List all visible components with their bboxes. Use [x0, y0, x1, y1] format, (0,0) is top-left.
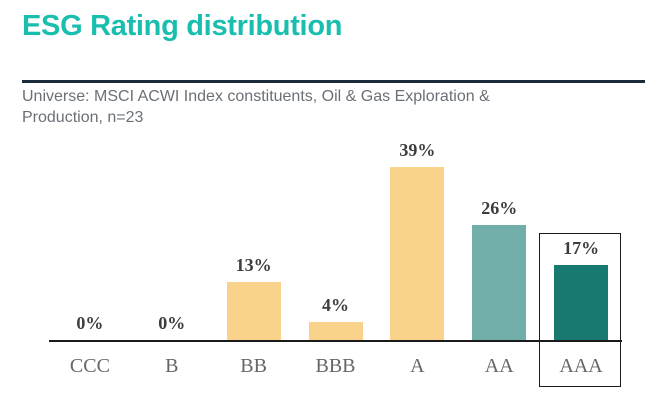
bar-column-aaa: 17% [540, 140, 622, 340]
subtitle-line-2: Production, n=23 [22, 109, 144, 126]
bar-aa [472, 224, 527, 340]
value-label-b: 0% [158, 313, 186, 333]
category-label-a: A [410, 355, 425, 377]
bar-column-bbb: 4% [295, 140, 377, 340]
category-row: CCC B BB BBB A AA AAA [49, 342, 622, 378]
bar-bbb [308, 322, 363, 340]
bar-column-ccc: 0% [49, 140, 131, 340]
page-title: ESG Rating distribution [22, 10, 343, 42]
bar-column-aa: 26% [458, 140, 540, 340]
category-label-b: B [165, 355, 179, 377]
bars-row: 0% 0% 13% 4% 39% 26% 17% [49, 140, 622, 342]
bar-column-b: 0% [131, 140, 213, 340]
value-label-aaa: 17% [563, 237, 600, 258]
bar-a [390, 167, 445, 340]
value-label-bbb: 4% [322, 295, 349, 316]
bar-column-bb: 13% [213, 140, 295, 340]
category-label-ccc: CCC [69, 355, 110, 377]
bar-aaa [554, 264, 609, 340]
bar-chart: 0% 0% 13% 4% 39% 26% 17% CCC B BB BBB A AA AAA [49, 140, 622, 387]
category-label-aaa: AAA [559, 355, 603, 377]
category-label-aa: AA [484, 355, 514, 377]
category-label-bbb: BBB [315, 355, 356, 377]
value-label-ccc: 0% [76, 313, 104, 333]
value-label-a: 39% [399, 140, 436, 161]
bar-bb [226, 282, 281, 340]
value-label-aa: 26% [481, 197, 518, 218]
bar-column-a: 39% [376, 140, 458, 340]
subtitle-line-1: Universe: MSCI ACWI Index constituents, … [22, 88, 490, 105]
chart-subtitle: Universe: MSCI ACWI Index constituents, … [22, 86, 490, 128]
category-label-bb: BB [240, 355, 267, 377]
value-label-bb: 13% [235, 255, 272, 276]
title-underline [22, 80, 645, 83]
